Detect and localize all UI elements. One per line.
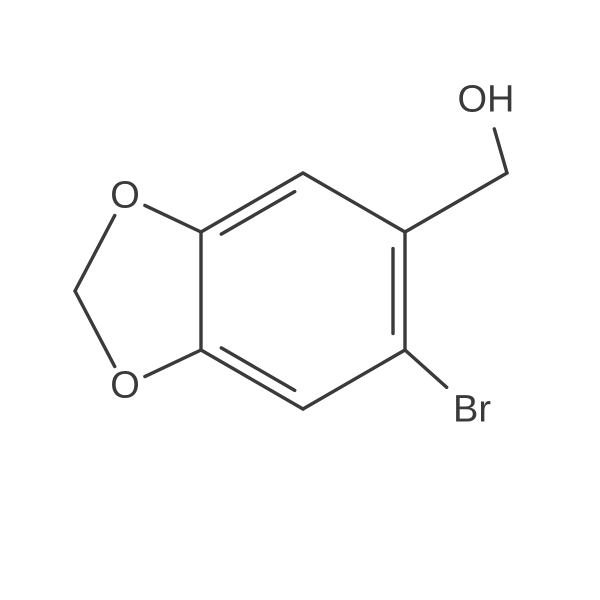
molecule-bonds-svg [0, 0, 600, 600]
molecule-diagram: OOOHBr [0, 0, 600, 600]
